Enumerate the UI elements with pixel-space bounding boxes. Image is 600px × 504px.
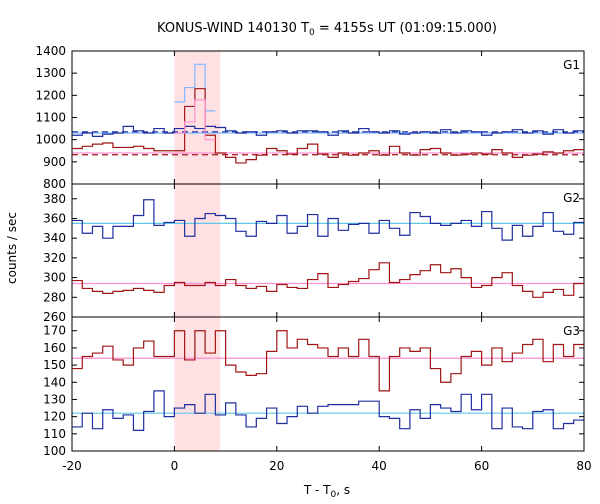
x-axis-label-main: T - T (303, 483, 331, 497)
y-tick-label: 130 (43, 392, 66, 406)
panel-frame (71, 50, 585, 185)
y-tick-label: 280 (43, 290, 66, 304)
y-tick-label: 100 (43, 444, 66, 458)
y-tick-label: 360 (43, 211, 66, 225)
y-tick-label: 900 (43, 155, 66, 169)
panel-g2: 260 280 300 320 340 360 380 G2 (43, 183, 585, 324)
y-tick-label: 110 (43, 427, 66, 441)
y-tick-label: 1400 (35, 44, 66, 58)
highlight-interval (174, 184, 221, 317)
y-tick-label: 150 (43, 358, 66, 372)
x-tick-label: -20 (62, 459, 82, 473)
x-tick-label: 0 (171, 459, 179, 473)
x-axis-label-tail: , s (336, 483, 350, 497)
panel-label: G3 (563, 324, 580, 338)
series-line-0 (72, 390, 584, 431)
y-axis-label: counts / sec (5, 212, 19, 284)
panels: 80090010001100120013001400G1260280300320… (35, 44, 591, 473)
chart-title-tail: = 4155s UT (01:09:15.000) (315, 21, 497, 36)
series-line-2 (72, 88, 584, 164)
panel-label: G2 (563, 191, 580, 205)
y-tick-label: 160 (43, 341, 66, 355)
x-axis-label: T - T0, s (303, 483, 350, 500)
series-line-1 (72, 330, 584, 392)
x-tick-label: 80 (576, 459, 591, 473)
series-line-0 (72, 125, 584, 137)
panel-frame (71, 316, 585, 452)
panel-frame (71, 183, 585, 318)
y-tick-label: 380 (43, 192, 66, 206)
y-tick-label: 800 (43, 177, 66, 191)
y-tick-label: 170 (43, 324, 66, 338)
y-tick-label: 1300 (35, 66, 66, 80)
y-tick-label: 1200 (35, 88, 66, 102)
y-tick-label: 140 (43, 375, 66, 389)
chart-title-sub: 0 (309, 28, 315, 38)
y-tick-label: 320 (43, 251, 66, 265)
chart-title-main: KONUS-WIND 140130 T (157, 21, 309, 36)
y-tick-label: 340 (43, 231, 66, 245)
series-line-3 (174, 99, 216, 141)
series-line-0 (72, 199, 584, 241)
y-tick-label: 1100 (35, 111, 66, 125)
chart-title: KONUS-WIND 140130 T0 = 4155s UT (01:09:1… (157, 21, 497, 38)
highlight-interval (174, 51, 221, 184)
x-tick-label: 40 (372, 459, 387, 473)
y-tick-label: 1000 (35, 133, 66, 147)
x-axis-label-sub: 0 (331, 490, 337, 500)
panel-g3: 100 110 120 130 140 150 160 170 G3 (43, 316, 585, 458)
y-tick-label: 300 (43, 271, 66, 285)
y-tick-label: 120 (43, 410, 66, 424)
x-tick-label: 60 (474, 459, 489, 473)
series-line-1 (72, 262, 584, 298)
x-tick-label: 20 (269, 459, 284, 473)
panel-g1: 800 900 1000 1100 1200 1300 1400 G1 (35, 44, 585, 191)
y-tick-label: 260 (43, 310, 66, 324)
highlight-interval (174, 317, 221, 451)
panel-label: G1 (563, 58, 580, 72)
